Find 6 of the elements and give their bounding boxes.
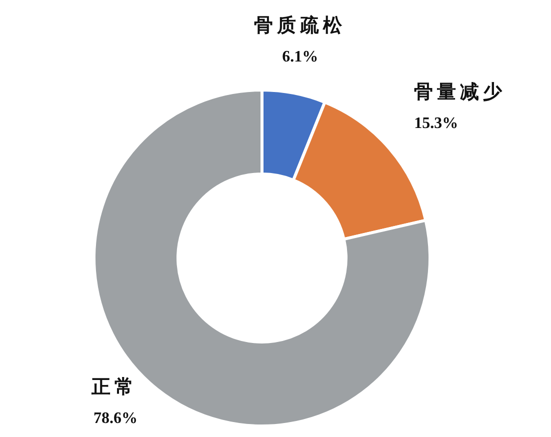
slice-label: 骨质疏松 — [254, 14, 346, 37]
data-label: 78.6% — [93, 410, 138, 427]
data-label: 6.1% — [282, 48, 318, 66]
slice-label: 骨量减少 — [414, 81, 506, 104]
data-label: 15.3% — [414, 115, 458, 132]
slice-label: 正常 — [90, 376, 138, 398]
